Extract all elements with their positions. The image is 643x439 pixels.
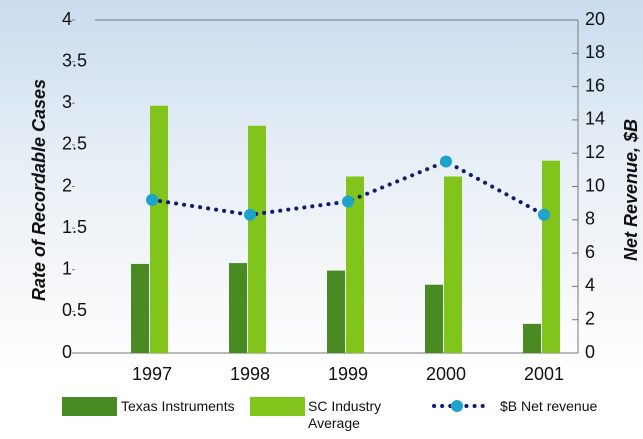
y2-tick-label: 18 (585, 42, 605, 62)
y-tick-label: 2.5 (62, 134, 87, 154)
bar (150, 106, 168, 353)
x-tick-label: 1999 (328, 364, 368, 384)
marker (538, 209, 550, 221)
y-tick-label: 1.5 (62, 217, 87, 237)
y-tick-label: 3 (62, 92, 72, 112)
x-tick-label: 1998 (230, 364, 270, 384)
legend-marker (451, 400, 463, 412)
legend-label: $B Net revenue (500, 398, 597, 415)
bar (523, 324, 541, 353)
y2-axis-title: Net Revenue, $B (621, 119, 641, 261)
marker (146, 194, 158, 206)
chart: Rate of Recordable Cases Net Revenue, $B… (0, 0, 643, 439)
y-tick-label: 3.5 (62, 50, 87, 70)
y2-tick-label: 10 (585, 175, 605, 195)
bar (229, 263, 247, 353)
marker (440, 156, 452, 168)
y2-tick-label: 12 (585, 142, 605, 162)
marker (342, 195, 354, 207)
y2-tick-label: 8 (585, 209, 595, 229)
marker (244, 209, 256, 221)
x-tick-label: 2001 (524, 364, 564, 384)
bar (425, 285, 443, 353)
legend-label: Texas Instruments (121, 398, 235, 415)
legend-swatch (250, 397, 305, 416)
y2-tick-label: 20 (585, 9, 605, 29)
y-tick-label: 4 (62, 9, 72, 29)
bar (131, 264, 149, 353)
bar (444, 177, 462, 353)
x-tick-label: 1997 (132, 364, 172, 384)
legend-label: SC Industry Average (308, 398, 398, 432)
bar (327, 271, 345, 353)
y2-tick-label: 6 (585, 242, 595, 262)
y2-tick-label: 14 (585, 109, 605, 129)
y2-tick-label: 16 (585, 75, 605, 95)
y-tick-label: 0 (62, 342, 72, 362)
chart-page: Rate of Recordable Cases Net Revenue, $B… (0, 0, 643, 439)
y2-tick-label: 4 (585, 275, 595, 295)
y-tick-label: 1 (62, 259, 72, 279)
bar (542, 161, 560, 353)
y2-tick-label: 0 (585, 342, 595, 362)
bar (248, 126, 266, 353)
y-axis-title: Rate of Recordable Cases (29, 79, 49, 301)
y-tick-label: 0.5 (62, 300, 87, 320)
x-tick-label: 2000 (426, 364, 466, 384)
y2-tick-label: 2 (585, 308, 595, 328)
legend-swatch (62, 397, 117, 416)
y-tick-label: 2 (62, 175, 72, 195)
